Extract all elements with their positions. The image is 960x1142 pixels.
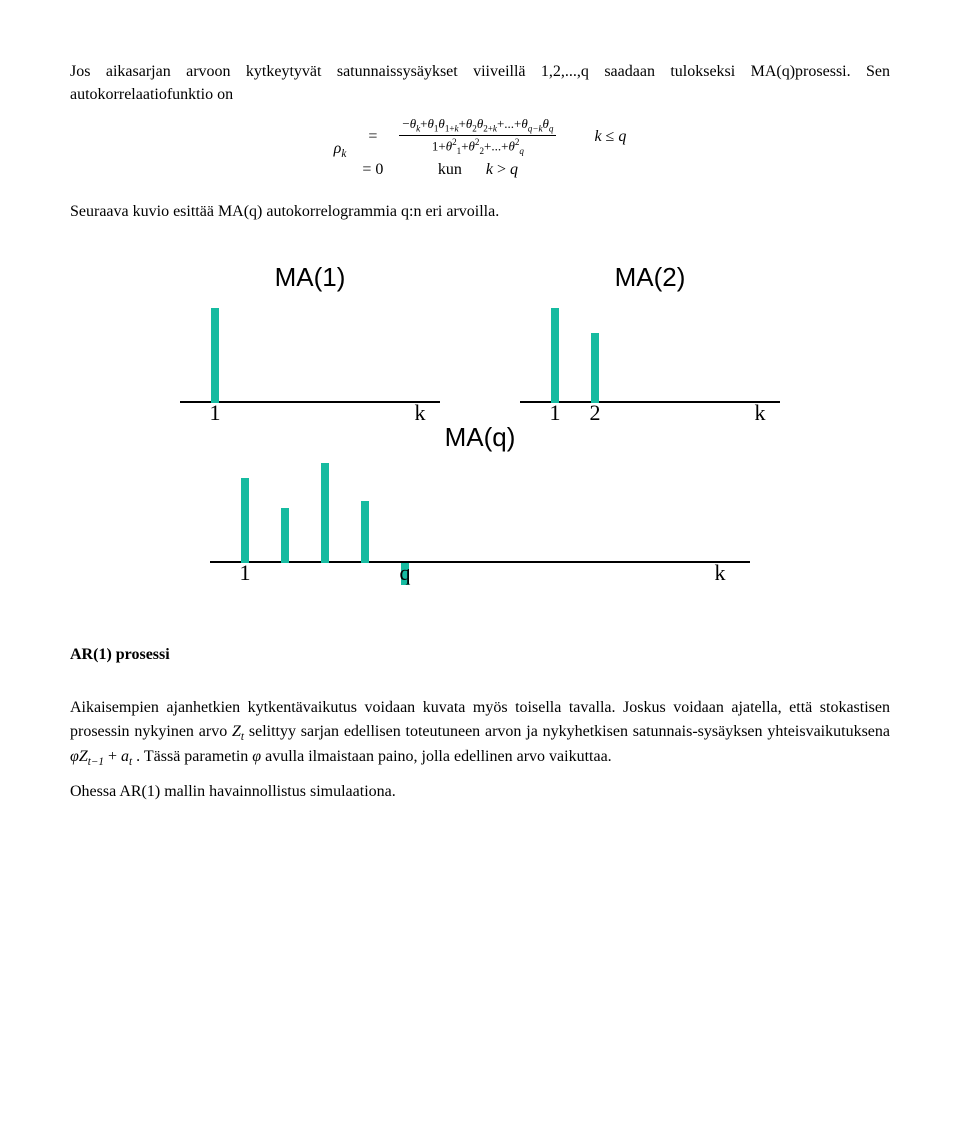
chart-bar xyxy=(241,478,249,563)
chart-axis xyxy=(210,561,750,563)
heading-ar1: AR(1) prosessi xyxy=(70,643,890,666)
chart-title: MA(q) xyxy=(210,419,750,457)
chart-ma2: MA(2)12k xyxy=(520,293,780,403)
tick-label: k xyxy=(755,397,766,429)
paragraph-intro: Jos aikasarjan arvoon kytkeytyvät satunn… xyxy=(70,60,890,106)
chart-maq: MA(q)1qk xyxy=(210,453,750,563)
tick-label: k xyxy=(715,557,726,589)
tick-label: q xyxy=(400,557,411,589)
chart-title: MA(1) xyxy=(180,259,440,297)
chart-title: MA(2) xyxy=(520,259,780,297)
equation-rho-k: ρk = −θk+θ1θ1+k+θ2θ2+k+...+θq−kθq 1+θ21+… xyxy=(70,116,890,182)
paragraph-fig-caption: Seuraava kuvio esittää MA(q) autokorrelo… xyxy=(70,200,890,223)
chart-bar xyxy=(591,333,599,403)
chart-bar xyxy=(361,501,369,563)
chart-bar xyxy=(321,463,329,563)
paragraph-sim-note: Ohessa AR(1) mallin havainnollistus simu… xyxy=(70,780,890,803)
chart-bar xyxy=(551,308,559,403)
figure-group: MA(1)1k MA(2)12k MA(q)1qk xyxy=(70,293,890,563)
tick-label: 1 xyxy=(240,557,251,589)
paragraph-ar1-desc: Aikaisempien ajanhetkien kytkentävaikutu… xyxy=(70,696,890,770)
chart-bar xyxy=(281,508,289,563)
chart-ma1: MA(1)1k xyxy=(180,293,440,403)
chart-bar xyxy=(211,308,219,403)
